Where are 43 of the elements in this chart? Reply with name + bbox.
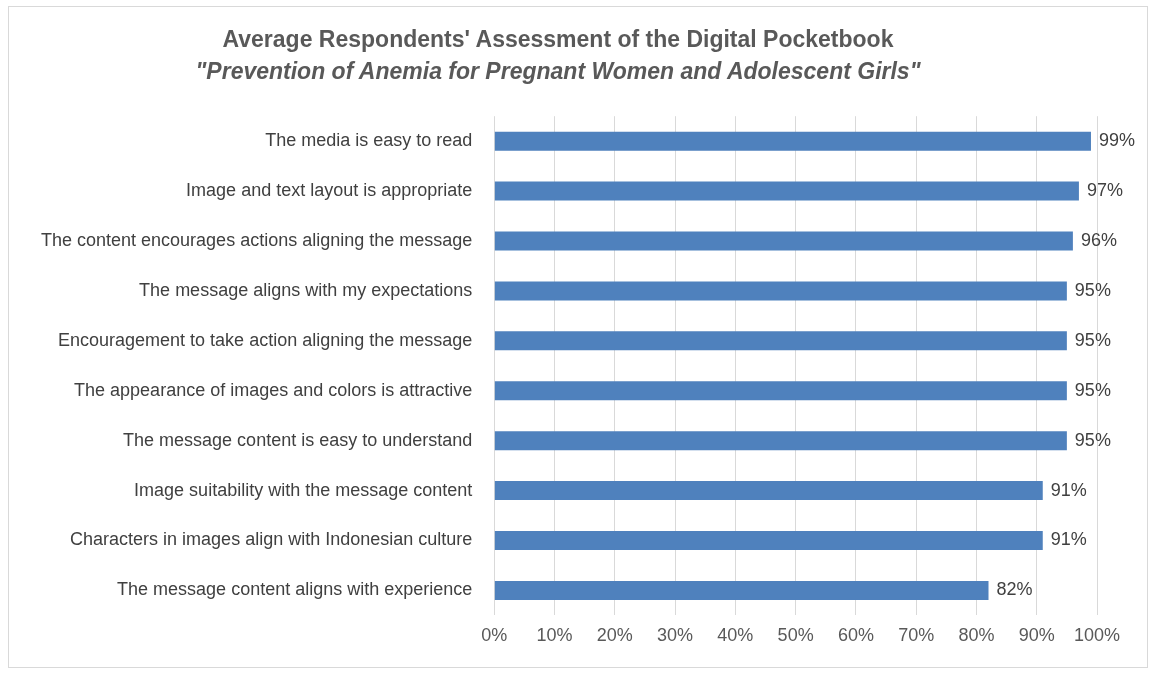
y-tick-label: The message aligns with my expectations — [139, 279, 473, 300]
y-tick-label: Image suitability with the message content — [134, 479, 473, 500]
bar — [494, 331, 1067, 351]
data-label: 82% — [996, 579, 1033, 600]
y-tick-label: The media is easy to read — [265, 130, 473, 151]
bar — [494, 580, 989, 600]
y-tick-label: Characters in images align with Indonesian culture — [70, 529, 473, 550]
x-tick-label: 90% — [1018, 625, 1055, 646]
data-label: 95% — [1074, 279, 1111, 300]
data-label: 97% — [1086, 180, 1123, 201]
data-label: 91% — [1050, 529, 1087, 550]
chart-title: Average Respondents' Assessment of the Digital Pocketbook — [222, 26, 894, 53]
bar — [494, 481, 1043, 501]
data-label: 96% — [1080, 229, 1117, 250]
bar — [494, 131, 1091, 151]
data-label: 95% — [1074, 429, 1111, 450]
x-tick-label: 30% — [657, 625, 694, 646]
data-label: 91% — [1050, 479, 1087, 500]
y-tick-label: The appearance of images and colors is attractive — [74, 379, 473, 400]
x-tick-label: 0% — [481, 625, 508, 646]
y-tick-label: The message content aligns with experience — [117, 579, 473, 600]
x-tick-label: 10% — [536, 625, 573, 646]
x-tick-label: 50% — [777, 625, 814, 646]
bar — [494, 531, 1043, 551]
y-tick-label: The message content is easy to understand — [123, 429, 473, 450]
x-tick-label: 20% — [596, 625, 633, 646]
x-tick-label: 40% — [717, 625, 754, 646]
x-tick-label: 70% — [898, 625, 935, 646]
x-tick-label: 100% — [1073, 625, 1121, 646]
bar — [494, 231, 1073, 251]
x-tick-label: 80% — [958, 625, 995, 646]
bar — [494, 381, 1067, 401]
x-tick-label: 60% — [837, 625, 874, 646]
data-label: 99% — [1098, 130, 1135, 151]
bar — [494, 431, 1067, 451]
y-tick-label: Image and text layout is appropriate — [186, 180, 473, 201]
bar — [494, 181, 1079, 201]
data-label: 95% — [1074, 329, 1111, 350]
bar — [494, 281, 1067, 301]
y-tick-label: Encouragement to take action aligning the message — [58, 329, 473, 350]
data-label: 95% — [1074, 379, 1111, 400]
y-tick-label: The content encourages actions aligning the message — [41, 229, 473, 250]
chart-subtitle: "Prevention of Anemia for Pregnant Women and Adolescent Girls" — [195, 57, 922, 84]
